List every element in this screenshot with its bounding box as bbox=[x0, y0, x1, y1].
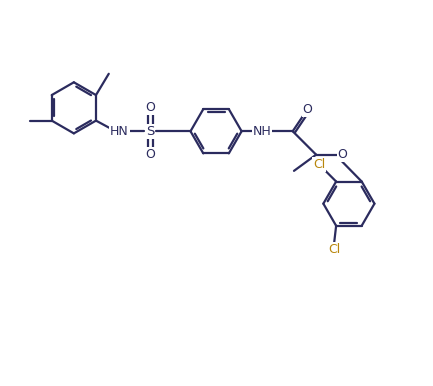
Text: Cl: Cl bbox=[328, 243, 340, 256]
Text: S: S bbox=[146, 125, 154, 138]
Text: O: O bbox=[145, 102, 155, 114]
Text: O: O bbox=[303, 103, 313, 116]
Text: NH: NH bbox=[253, 125, 271, 138]
Text: Cl: Cl bbox=[313, 158, 325, 171]
Text: HN: HN bbox=[110, 125, 129, 138]
Text: O: O bbox=[145, 148, 155, 161]
Text: O: O bbox=[338, 148, 347, 161]
